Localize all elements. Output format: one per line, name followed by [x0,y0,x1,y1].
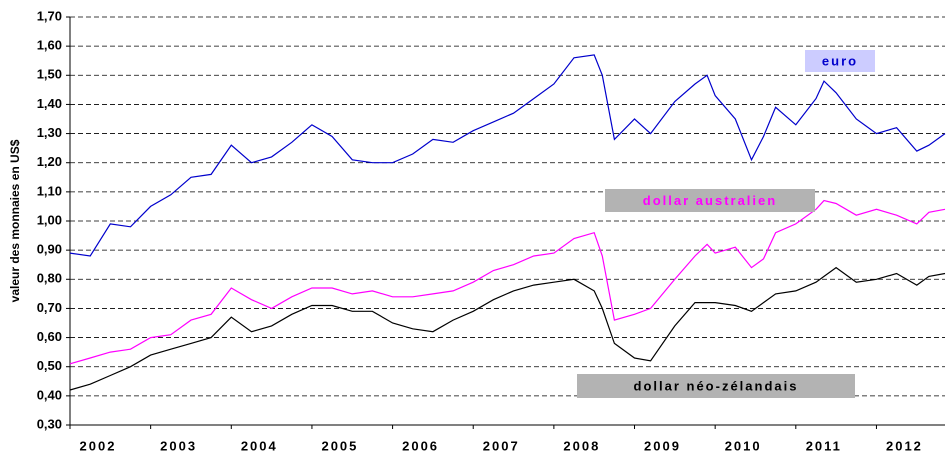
y-tick-label: 0,30 [37,416,62,431]
x-tick-label: 2007 [483,438,520,453]
legend-label: dollar néo-zélandais [634,378,799,393]
x-tick-label: 2010 [725,438,762,453]
y-tick-label: 1,40 [37,96,62,111]
legend-label: euro [822,53,858,68]
y-tick-label: 1,10 [37,183,62,198]
series-line [69,266,946,391]
x-tick-label: 2008 [563,438,600,453]
x-tick-label: 2009 [644,438,681,453]
legend-box [577,374,855,398]
y-axis-label: valeur des monnaies en US$ [8,139,22,302]
y-tick-label: 0,40 [37,387,62,402]
x-tick-label: 2003 [160,438,197,453]
y-tick-label: 1,30 [37,125,62,140]
x-tick-label: 2006 [402,438,439,453]
y-tick-label: 0,50 [37,358,62,373]
series-line [69,54,946,257]
x-tick-label: 2005 [321,438,358,453]
legend-box [605,189,815,212]
y-tick-label: 0,60 [37,329,62,344]
x-tick-label: 2011 [806,438,842,453]
series-line [69,199,946,365]
x-tick-label: 2004 [241,438,278,453]
y-tick-label: 1,60 [37,38,62,53]
y-tick-label: 0,90 [37,242,62,257]
y-tick-label: 1,00 [37,212,62,227]
y-tick-label: 1,70 [37,8,62,23]
x-tick-label: 2012 [886,438,923,453]
x-tick-label: 2002 [80,438,117,453]
y-tick-label: 0,80 [37,271,62,286]
legend-box [805,50,875,72]
y-tick-label: 1,50 [37,67,62,82]
y-tick-label: 0,70 [37,300,62,315]
y-tick-label: 1,20 [37,154,62,169]
legend-label: dollar australien [643,193,777,208]
